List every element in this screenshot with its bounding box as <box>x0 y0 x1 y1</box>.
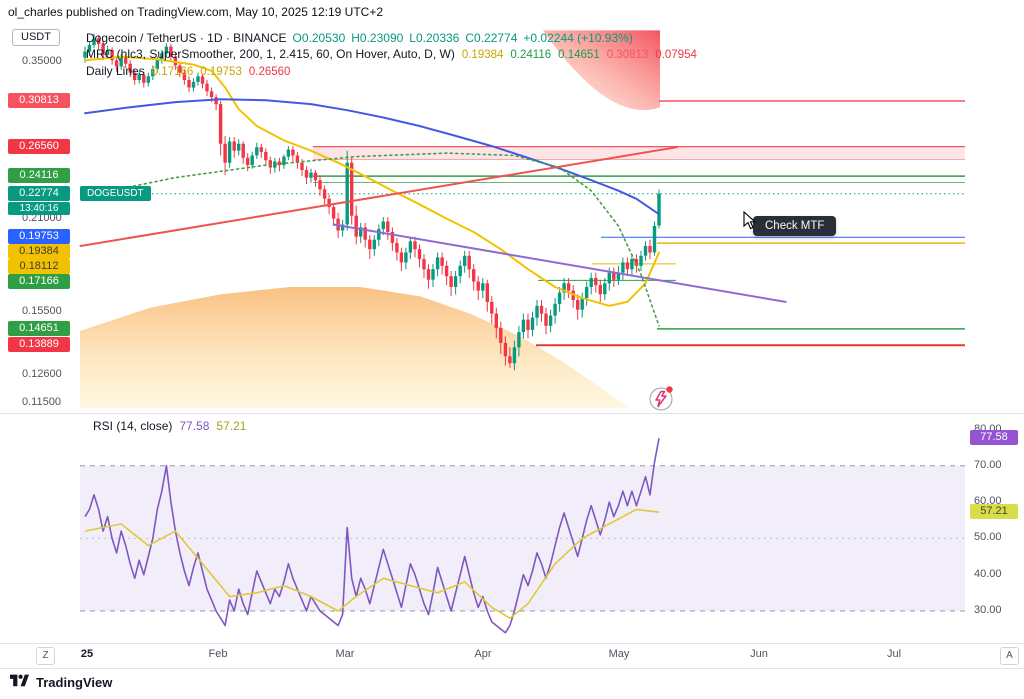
mouse-cursor-icon <box>743 211 757 230</box>
legend-symbol-row: Dogecoin / TetherUS · 1D · BINANCE O0.205… <box>86 30 697 46</box>
legend-value: 0.14651 <box>558 49 600 61</box>
notification-dot <box>666 386 673 393</box>
legend-value: 0.07954 <box>655 49 697 61</box>
footer-brand-link[interactable]: TradingView <box>10 674 112 690</box>
legend-value: 0.30813 <box>606 49 649 61</box>
published-note: ol_charles published on TradingView.com,… <box>8 5 384 19</box>
legend-value: 0.17166 <box>151 66 194 78</box>
indicator-title-mrc[interactable]: MRC (hlc3, SuperSmoother, 200, 1, 2.415,… <box>86 47 455 61</box>
rsi-legend: RSI (14, close) 77.58 57.21 <box>86 419 246 433</box>
tradingview-logo-icon <box>10 674 29 687</box>
indicator-title-daily-lines[interactable]: Daily Lines <box>86 64 145 78</box>
legend-indicator-row-daily-lines: Daily Lines 0.17166 0.19753 0.26560 <box>86 63 697 80</box>
ohlc-low: L0.20336 <box>409 31 460 45</box>
ma-yellow <box>84 55 660 307</box>
rsi-band <box>80 465 965 611</box>
indicator-values-daily-lines: 0.17166 0.19753 0.26560 <box>145 64 291 78</box>
ohlc-open: O0.20530 <box>292 31 346 45</box>
mrc-lower-zone <box>80 287 628 408</box>
legend-indicator-row-mrc: MRC (hlc3, SuperSmoother, 200, 1, 2.415,… <box>86 46 697 63</box>
flash-agent-button[interactable] <box>645 384 677 414</box>
rsi-line <box>84 438 660 634</box>
footer-brand-text: TradingView <box>36 674 113 690</box>
corner-button-a[interactable]: A <box>1000 647 1019 665</box>
check-mtf-button[interactable]: Check MTF <box>753 216 837 236</box>
lightning-icon <box>655 390 667 408</box>
chart-legend: Dogecoin / TetherUS · 1D · BINANCE O0.205… <box>86 30 697 80</box>
mrc-upper-zone <box>543 30 660 111</box>
indicator-values-mrc: 0.19384 0.24116 0.14651 0.30813 0.07954 <box>455 47 697 61</box>
legend-value: 0.26560 <box>248 66 291 78</box>
ohlc-values: O0.20530 H0.23090 L0.20336 C0.22774 +0.02244… <box>287 31 633 45</box>
legend-value: 0.24116 <box>510 49 552 61</box>
trend-red <box>79 146 679 247</box>
trend-purple <box>332 223 787 303</box>
rsi-indicator-title[interactable]: RSI (14, close) <box>93 419 173 433</box>
currency-toggle-usdt[interactable]: USDT <box>12 29 60 46</box>
legend-value: 0.19753 <box>200 66 242 78</box>
ohlc-change: +0.02244 (+10.93%) <box>523 31 633 45</box>
corner-button-z[interactable]: Z <box>36 647 55 665</box>
rsi-value: 77.58 <box>179 419 210 433</box>
ma-blue <box>84 98 660 216</box>
legend-value: 0.19384 <box>461 49 504 61</box>
ohlc-high: H0.23090 <box>351 31 404 45</box>
rsi-ma-value: 57.21 <box>216 419 247 433</box>
ohlc-close: C0.22774 <box>465 31 518 45</box>
rsi-ma-line <box>84 508 660 620</box>
symbol-title[interactable]: Dogecoin / TetherUS · 1D · BINANCE <box>86 31 287 45</box>
